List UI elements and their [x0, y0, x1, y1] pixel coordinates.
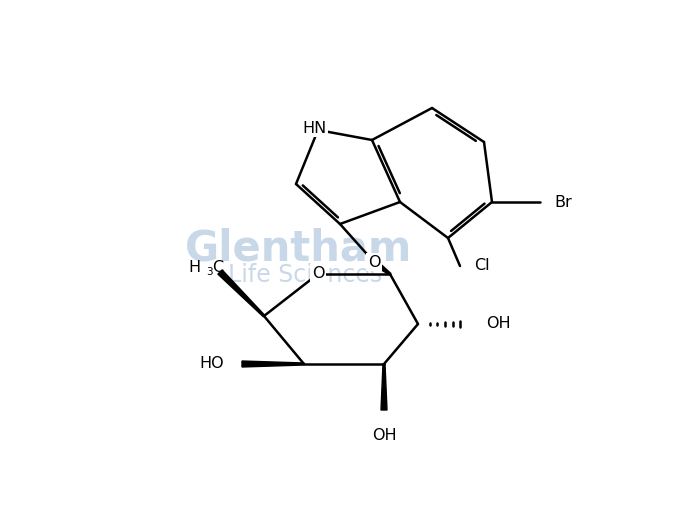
Text: O: O	[367, 254, 380, 269]
Polygon shape	[381, 364, 387, 410]
Text: Br: Br	[554, 194, 571, 210]
Text: HO: HO	[199, 357, 224, 371]
Text: H: H	[188, 261, 200, 276]
Text: Glentham: Glentham	[185, 227, 412, 269]
Text: C: C	[212, 261, 223, 276]
Polygon shape	[372, 259, 390, 275]
Text: OH: OH	[486, 316, 511, 331]
Text: 3: 3	[206, 267, 212, 277]
Text: Cl: Cl	[474, 258, 489, 274]
Text: OH: OH	[372, 428, 396, 443]
Polygon shape	[242, 361, 304, 367]
Text: O: O	[312, 266, 324, 280]
Text: HN: HN	[302, 121, 326, 136]
Polygon shape	[218, 270, 264, 317]
Text: Life Sciences: Life Sciences	[228, 263, 382, 287]
